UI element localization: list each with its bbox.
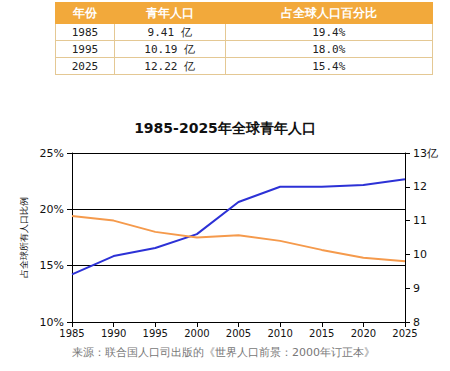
html-text:青年人口: 青年人口 <box>145 5 194 20</box>
html-text:1985: 1985 <box>71 25 99 39</box>
svg-text:1985: 1985 <box>59 328 84 339</box>
svg-text:9: 9 <box>413 282 420 295</box>
html-text:2025: 2025 <box>71 59 99 73</box>
svg-text:10: 10 <box>413 248 427 261</box>
svg-text:1995: 1995 <box>143 328 168 339</box>
svg-text:2005: 2005 <box>226 328 251 339</box>
svg-text:2025: 2025 <box>392 328 417 339</box>
svg-text:10%: 10% <box>39 315 64 329</box>
svg-text:12: 12 <box>413 180 427 193</box>
svg-text:20%: 20% <box>40 203 64 216</box>
svg-text:8: 8 <box>413 315 420 329</box>
svg-text:15%: 15% <box>40 259 64 272</box>
svg-text:占全球所有人口比例: 占全球所有人口比例 <box>19 197 29 278</box>
html-text:12.22 亿: 12.22 亿 <box>144 59 195 73</box>
html-text:19.4%: 19.4% <box>312 25 346 39</box>
html-text:来源：联合国人口司出版的《世界人口前景：2000年订正本》: 来源：联合国人口司出版的《世界人口前景：2000年订正本》 <box>72 346 375 359</box>
svg-text:1985-2025年全球青年人口: 1985-2025年全球青年人口 <box>134 120 316 136</box>
html-text:15.4%: 15.4% <box>312 59 346 73</box>
svg-text:2010: 2010 <box>267 328 292 339</box>
svg-text:2015: 2015 <box>309 328 334 339</box>
svg-text:13亿: 13亿 <box>413 147 438 160</box>
svg-text:2020: 2020 <box>351 328 376 339</box>
svg-text:1990: 1990 <box>101 328 126 339</box>
html-text:10.19 亿: 10.19 亿 <box>144 42 195 56</box>
html-text:占全球人口百分比: 占全球人口百分比 <box>280 5 377 20</box>
svg-text:2000: 2000 <box>184 328 209 339</box>
html-text:18.0%: 18.0% <box>312 42 346 56</box>
svg-text:25%: 25% <box>40 147 64 160</box>
html-text:9.41 亿: 9.41 亿 <box>147 25 192 39</box>
svg-text:11: 11 <box>413 214 427 227</box>
html-text:1995: 1995 <box>71 42 99 56</box>
html-text:年份: 年份 <box>72 5 97 20</box>
